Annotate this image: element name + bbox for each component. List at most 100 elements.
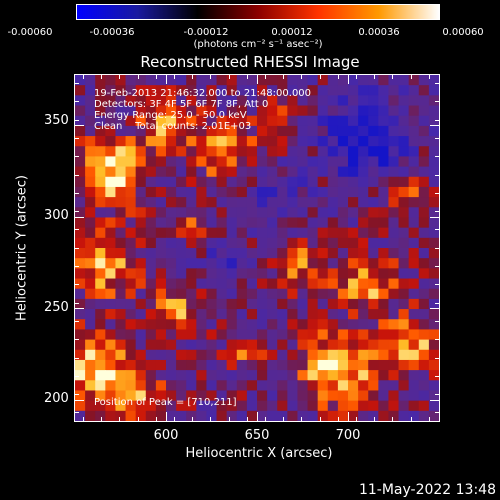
x-minor-tick bbox=[229, 417, 230, 422]
x-minor-tick bbox=[83, 417, 84, 422]
x-minor-tick bbox=[174, 74, 175, 79]
y-minor-tick bbox=[435, 156, 440, 157]
x-minor-tick bbox=[374, 74, 375, 79]
x-minor-tick bbox=[138, 417, 139, 422]
x-minor-tick bbox=[229, 74, 230, 79]
plot-title: Reconstructed RHESSI Image bbox=[140, 53, 360, 71]
x-minor-tick bbox=[210, 74, 211, 79]
y-minor-tick bbox=[435, 83, 440, 84]
y-minor-tick bbox=[435, 394, 440, 395]
y-minor-tick bbox=[74, 412, 79, 413]
y-minor-tick bbox=[435, 321, 440, 322]
x-minor-tick bbox=[338, 74, 339, 79]
y-minor-tick bbox=[435, 358, 440, 359]
timestamp-footer: 11-May-2022 13:48 bbox=[358, 482, 496, 498]
y-minor-tick bbox=[435, 266, 440, 267]
y-minor-tick bbox=[74, 339, 79, 340]
x-minor-tick bbox=[119, 417, 120, 422]
x-minor-tick bbox=[156, 74, 157, 79]
peak-position-label: Position of Peak = [710,211] bbox=[94, 397, 237, 408]
heatmap-image bbox=[75, 75, 439, 421]
y-minor-tick bbox=[74, 120, 79, 121]
colorbar-tick-label: -0.00012 bbox=[183, 27, 229, 38]
y-major-tick bbox=[430, 125, 440, 126]
y-minor-tick bbox=[74, 266, 79, 267]
y-major-tick bbox=[430, 308, 440, 309]
y-minor-tick bbox=[435, 303, 440, 304]
x-minor-tick bbox=[411, 417, 412, 422]
x-minor-tick bbox=[247, 74, 248, 79]
y-minor-tick bbox=[74, 358, 79, 359]
x-major-tick bbox=[348, 74, 349, 84]
colorbar-unit-label: (photons cm⁻² s⁻¹ asec⁻²) bbox=[193, 39, 323, 50]
y-minor-tick bbox=[435, 101, 440, 102]
y-minor-tick bbox=[74, 101, 79, 102]
colorbar-tick-label: 0.00036 bbox=[358, 27, 400, 38]
info-detectors: Detectors: 3F 4F 5F 6F 7F 8F, Att 0 bbox=[94, 99, 269, 110]
y-major-tick bbox=[430, 217, 440, 218]
x-minor-tick bbox=[283, 417, 284, 422]
x-minor-tick bbox=[392, 417, 393, 422]
y-tick-label: 250 bbox=[44, 300, 69, 315]
y-tick-label: 350 bbox=[44, 113, 69, 128]
x-tick-label: 600 bbox=[153, 428, 179, 443]
x-minor-tick bbox=[392, 74, 393, 79]
x-minor-tick bbox=[429, 417, 430, 422]
x-axis-label: Heliocentric X (arcsec) bbox=[185, 446, 333, 461]
x-tick-label: 650 bbox=[244, 428, 270, 443]
info-time-range: 19-Feb-2013 21:46:32.000 to 21:48:00.000 bbox=[94, 88, 312, 99]
y-minor-tick bbox=[74, 83, 79, 84]
x-minor-tick bbox=[265, 417, 266, 422]
y-minor-tick bbox=[74, 321, 79, 322]
y-tick-label: 200 bbox=[44, 391, 69, 406]
y-minor-tick bbox=[435, 284, 440, 285]
y-minor-tick bbox=[74, 229, 79, 230]
y-minor-tick bbox=[74, 284, 79, 285]
x-minor-tick bbox=[138, 74, 139, 79]
y-minor-tick bbox=[74, 193, 79, 194]
y-minor-tick bbox=[435, 248, 440, 249]
x-minor-tick bbox=[210, 417, 211, 422]
plot-area bbox=[74, 74, 440, 422]
y-minor-tick bbox=[435, 138, 440, 139]
x-major-tick bbox=[166, 74, 167, 84]
y-minor-tick bbox=[435, 211, 440, 212]
x-minor-tick bbox=[119, 74, 120, 79]
y-major-tick bbox=[74, 308, 84, 309]
x-major-tick bbox=[348, 412, 349, 422]
x-minor-tick bbox=[429, 74, 430, 79]
y-minor-tick bbox=[435, 376, 440, 377]
colorbar bbox=[76, 4, 440, 20]
colorbar-tick-label: -0.00036 bbox=[89, 27, 135, 38]
y-major-tick bbox=[74, 400, 84, 401]
y-tick-label: 300 bbox=[44, 208, 69, 223]
x-minor-tick bbox=[83, 74, 84, 79]
x-minor-tick bbox=[320, 74, 321, 79]
y-minor-tick bbox=[74, 394, 79, 395]
x-minor-tick bbox=[356, 417, 357, 422]
y-axis-label: Heliocentric Y (arcsec) bbox=[14, 175, 30, 321]
y-minor-tick bbox=[435, 229, 440, 230]
colorbar-tick-label: -0.00060 bbox=[7, 27, 53, 38]
x-minor-tick bbox=[265, 74, 266, 79]
x-tick-label: 700 bbox=[335, 428, 361, 443]
x-minor-tick bbox=[374, 417, 375, 422]
y-minor-tick bbox=[74, 175, 79, 176]
colorbar-tick-label: 0.00060 bbox=[442, 27, 484, 38]
x-major-tick bbox=[166, 412, 167, 422]
info-energy-range: Energy Range: 25.0 - 50.0 keV bbox=[94, 110, 247, 121]
y-minor-tick bbox=[74, 303, 79, 304]
x-minor-tick bbox=[356, 74, 357, 79]
x-minor-tick bbox=[101, 74, 102, 79]
y-minor-tick bbox=[435, 193, 440, 194]
y-major-tick bbox=[74, 125, 84, 126]
x-minor-tick bbox=[283, 74, 284, 79]
x-minor-tick bbox=[247, 417, 248, 422]
x-minor-tick bbox=[156, 417, 157, 422]
y-minor-tick bbox=[74, 376, 79, 377]
y-minor-tick bbox=[435, 120, 440, 121]
y-minor-tick bbox=[74, 248, 79, 249]
x-minor-tick bbox=[101, 417, 102, 422]
y-minor-tick bbox=[435, 412, 440, 413]
x-minor-tick bbox=[411, 74, 412, 79]
